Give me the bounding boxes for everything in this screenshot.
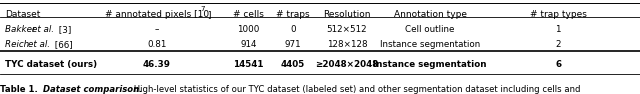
Text: et al.: et al. — [32, 25, 54, 34]
Text: 7: 7 — [200, 6, 205, 12]
Text: 4405: 4405 — [281, 60, 305, 69]
Text: 0.81: 0.81 — [147, 40, 166, 49]
Text: 46.39: 46.39 — [143, 60, 171, 69]
Text: Dataset comparison.: Dataset comparison. — [40, 85, 143, 94]
Text: [66]: [66] — [52, 40, 72, 49]
Text: 971: 971 — [285, 40, 301, 49]
Text: –: – — [155, 25, 159, 34]
Text: 14541: 14541 — [233, 60, 264, 69]
Text: Reich: Reich — [5, 40, 32, 49]
Text: Resolution: Resolution — [323, 10, 371, 19]
Text: [3]: [3] — [56, 25, 71, 34]
Text: 914: 914 — [240, 40, 257, 49]
Text: Instance segmentation: Instance segmentation — [380, 40, 480, 49]
Text: 1000: 1000 — [237, 25, 259, 34]
Text: 0: 0 — [291, 25, 296, 34]
Text: Annotation type: Annotation type — [394, 10, 467, 19]
Text: Table 1.: Table 1. — [0, 85, 38, 94]
Text: 128×128: 128×128 — [326, 40, 367, 49]
Text: Cell outline: Cell outline — [405, 25, 455, 34]
Text: 2: 2 — [556, 40, 561, 49]
Text: # cells: # cells — [233, 10, 264, 19]
Text: Instance segmentation: Instance segmentation — [373, 60, 487, 69]
Text: ]: ] — [207, 10, 210, 19]
Text: ≥2048×2048: ≥2048×2048 — [316, 60, 378, 69]
Text: 1: 1 — [556, 25, 561, 34]
Text: Bakker: Bakker — [5, 25, 38, 34]
Text: # trap types: # trap types — [530, 10, 586, 19]
Text: 512×512: 512×512 — [326, 25, 367, 34]
Text: # traps: # traps — [276, 10, 310, 19]
Text: et al.: et al. — [28, 40, 50, 49]
Text: High-level statistics of our TYC dataset (labeled set) and other segmentation da: High-level statistics of our TYC dataset… — [131, 85, 580, 94]
Text: 6: 6 — [555, 60, 561, 69]
Text: # annotated pixels [10: # annotated pixels [10 — [105, 10, 209, 19]
Text: TYC dataset (ours): TYC dataset (ours) — [5, 60, 97, 69]
Text: Dataset: Dataset — [5, 10, 40, 19]
